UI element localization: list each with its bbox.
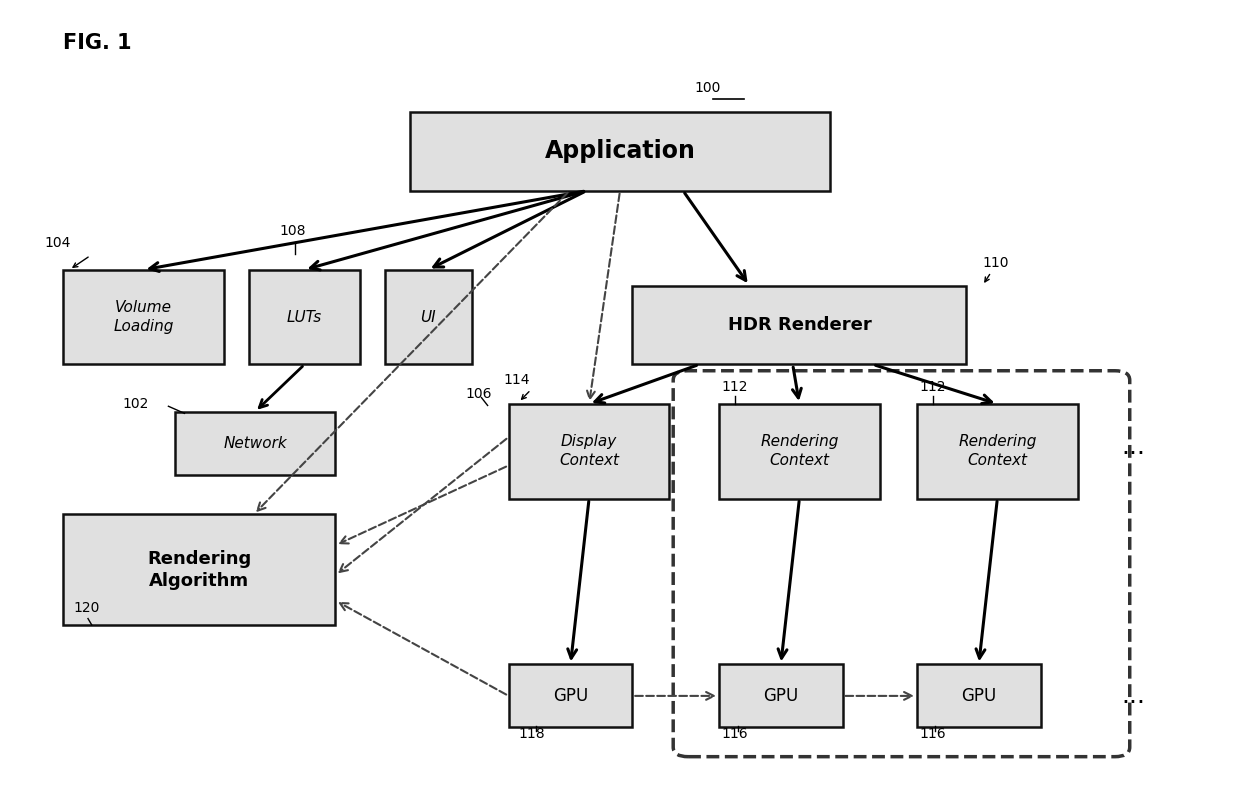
Text: Rendering
Context: Rendering Context [760, 435, 838, 468]
FancyBboxPatch shape [916, 404, 1078, 499]
Text: LUTs: LUTs [286, 310, 322, 325]
Text: Rendering
Algorithm: Rendering Algorithm [148, 550, 252, 590]
Text: FIG. 1: FIG. 1 [63, 33, 131, 53]
FancyBboxPatch shape [409, 112, 831, 191]
FancyBboxPatch shape [508, 664, 632, 728]
Text: 104: 104 [45, 236, 71, 250]
Text: ...: ... [1121, 684, 1145, 708]
Text: 106: 106 [465, 386, 492, 401]
Text: Display
Context: Display Context [559, 435, 619, 468]
Text: ...: ... [1121, 436, 1145, 459]
FancyBboxPatch shape [175, 412, 336, 475]
Text: 110: 110 [982, 256, 1009, 270]
Text: HDR Renderer: HDR Renderer [728, 316, 872, 334]
Text: GPU: GPU [961, 687, 997, 705]
FancyBboxPatch shape [63, 514, 336, 625]
Text: GPU: GPU [763, 687, 799, 705]
FancyBboxPatch shape [384, 270, 471, 364]
Text: 114: 114 [503, 372, 531, 386]
Text: 116: 116 [722, 728, 748, 741]
FancyBboxPatch shape [63, 270, 224, 364]
Text: 112: 112 [722, 380, 748, 394]
FancyBboxPatch shape [508, 404, 670, 499]
FancyBboxPatch shape [632, 285, 966, 364]
Text: Application: Application [544, 139, 696, 163]
Text: 108: 108 [280, 224, 306, 238]
FancyBboxPatch shape [916, 664, 1040, 728]
Text: Rendering
Context: Rendering Context [959, 435, 1037, 468]
FancyBboxPatch shape [249, 270, 360, 364]
Text: 112: 112 [919, 380, 946, 394]
Text: 120: 120 [73, 601, 99, 615]
Text: UI: UI [420, 310, 436, 325]
FancyBboxPatch shape [719, 404, 880, 499]
Text: 102: 102 [123, 397, 149, 411]
FancyBboxPatch shape [719, 664, 843, 728]
Text: 116: 116 [919, 728, 946, 741]
Text: 118: 118 [518, 728, 546, 741]
Text: Volume
Loading: Volume Loading [114, 300, 174, 334]
Text: GPU: GPU [553, 687, 588, 705]
Text: Network: Network [223, 436, 286, 451]
Text: 100: 100 [694, 81, 720, 94]
